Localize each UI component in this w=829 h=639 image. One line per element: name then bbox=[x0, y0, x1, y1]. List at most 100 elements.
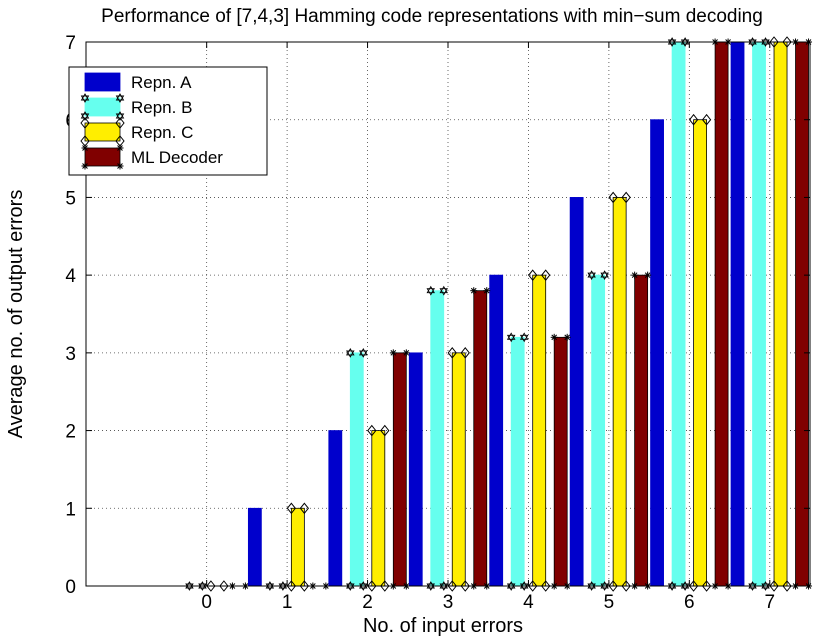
bar-marker-3-5-top-0 bbox=[631, 271, 639, 279]
bar-marker-2-4-base-0 bbox=[528, 580, 538, 592]
bar-marker-2-4-base-1 bbox=[541, 580, 551, 592]
bar-marker-2-5-top-0 bbox=[608, 191, 618, 204]
bar-marker-2-2-top-0 bbox=[367, 424, 377, 437]
bar-marker-2-7-top-0 bbox=[769, 36, 779, 48]
bar-marker-2-3-top-1 bbox=[460, 347, 470, 359]
axis-ticks: 0123456701234567 bbox=[65, 33, 810, 613]
bar-2-3 bbox=[451, 352, 466, 587]
bar-marker-2-2-base-1 bbox=[380, 580, 390, 592]
legend-swatch-0 bbox=[84, 72, 121, 92]
y-tick-label: 2 bbox=[65, 422, 76, 443]
bar-1-2 bbox=[349, 352, 364, 587]
bar-marker-2-5-base-1 bbox=[621, 580, 631, 592]
bar-0-1 bbox=[247, 507, 262, 587]
bar-1-4 bbox=[510, 336, 525, 587]
y-tick-label: 4 bbox=[65, 266, 76, 287]
legend-marker-1-0 bbox=[80, 93, 90, 103]
bar-marker-2-4-top-1 bbox=[541, 269, 551, 281]
bar-marker-1-4-top-1 bbox=[519, 332, 529, 343]
y-tick-label: 1 bbox=[65, 499, 76, 520]
legend-swatch-3 bbox=[84, 147, 121, 167]
bar-3-3 bbox=[473, 290, 488, 587]
bar-2-5 bbox=[612, 197, 627, 587]
bar-marker-2-3-base-1 bbox=[460, 580, 470, 592]
y-tick-label: 0 bbox=[65, 577, 76, 598]
bar-2-7 bbox=[773, 41, 788, 587]
bar-marker-1-7-top-0 bbox=[748, 37, 757, 47]
bar-marker-2-1-top-0 bbox=[286, 502, 297, 515]
bar-marker-1-0-top-0 bbox=[185, 581, 194, 591]
bar-marker-1-7-base-0 bbox=[748, 581, 757, 591]
bar-marker-1-1-top-1 bbox=[278, 581, 288, 591]
bar-marker-2-4-top-0 bbox=[528, 269, 538, 281]
bar-marker-2-6-top-0 bbox=[688, 113, 699, 126]
bar-marker-2-3-top-0 bbox=[447, 347, 457, 359]
bar-marker-2-5-top-1 bbox=[621, 191, 631, 204]
bar-marker-3-2-top-0 bbox=[389, 349, 397, 357]
bar-marker-1-2-base-1 bbox=[359, 581, 368, 591]
bar-marker-2-0-top-0 bbox=[206, 580, 216, 592]
bar-marker-1-7-base-1 bbox=[761, 581, 770, 591]
bar-marker-1-6-top-0 bbox=[667, 37, 677, 47]
legend-label-3: ML Decoder bbox=[131, 148, 223, 167]
bar-marker-1-5-base-1 bbox=[600, 581, 609, 591]
legend: Repn. A Repn. B Repn. C ML Decoder bbox=[68, 66, 268, 176]
legend-marker-2-1 bbox=[115, 117, 125, 129]
x-tick-label: 3 bbox=[443, 592, 454, 613]
y-tick-label: 5 bbox=[65, 188, 76, 209]
bar-marker-2-1-base-1 bbox=[299, 580, 310, 592]
x-tick-label: 1 bbox=[282, 592, 293, 613]
y-tick-label: 7 bbox=[65, 33, 76, 54]
legend-marker-3-3 bbox=[116, 162, 124, 170]
bar-marker-2-6-base-1 bbox=[701, 580, 712, 592]
bar-1-3 bbox=[430, 290, 445, 587]
bar-marker-2-2-base-0 bbox=[367, 580, 377, 592]
legend-marker-3-2 bbox=[81, 162, 89, 170]
bar-3-2 bbox=[392, 352, 407, 587]
bar-2-2 bbox=[371, 430, 386, 587]
x-tick-label: 4 bbox=[523, 592, 534, 613]
bar-marker-2-1-base-0 bbox=[286, 580, 297, 592]
bar-marker-1-3-base-1 bbox=[439, 581, 448, 591]
bar-marks bbox=[185, 36, 813, 592]
legend-swatch-1 bbox=[84, 97, 121, 117]
bar-marker-3-2-top-1 bbox=[402, 349, 410, 357]
bar-1-6 bbox=[671, 41, 686, 587]
bar-marker-1-5-top-0 bbox=[587, 270, 596, 281]
bar-marker-1-3-top-1 bbox=[439, 285, 448, 296]
bar-marker-1-2-top-0 bbox=[346, 348, 355, 358]
bar-marker-1-5-base-0 bbox=[587, 581, 596, 591]
bar-marker-1-4-base-1 bbox=[519, 581, 529, 591]
bar-marker-1-4-top-0 bbox=[506, 332, 516, 343]
legend-label-2: Repn. C bbox=[131, 123, 193, 142]
bar-marker-1-6-base-0 bbox=[667, 581, 677, 591]
bar-marker-1-7-top-1 bbox=[761, 37, 770, 47]
bar-marker-3-5-top-1 bbox=[644, 271, 652, 279]
legend-marker-1-1 bbox=[115, 93, 125, 103]
x-tick-label: 2 bbox=[362, 592, 373, 613]
bar-marker-1-6-top-1 bbox=[680, 37, 690, 47]
bar-0-4 bbox=[489, 274, 504, 587]
bar-marker-2-6-top-1 bbox=[701, 113, 712, 126]
bar-marker-2-6-base-0 bbox=[688, 580, 699, 592]
bar-marker-1-2-top-1 bbox=[359, 348, 368, 358]
x-tick-label: 0 bbox=[201, 592, 212, 613]
y-axis-label: Average no. of output errors bbox=[5, 190, 27, 439]
bar-marker-3-3-top-0 bbox=[470, 287, 478, 295]
bar-marker-1-4-base-0 bbox=[506, 581, 516, 591]
bar-2-6 bbox=[693, 119, 707, 587]
bar-marker-3-3-top-1 bbox=[483, 287, 491, 295]
y-tick-label: 3 bbox=[65, 344, 76, 365]
bar-marker-2-7-base-0 bbox=[769, 580, 779, 592]
bar-marker-1-3-top-0 bbox=[426, 285, 435, 296]
legend-marker-3-0 bbox=[81, 144, 89, 152]
bar-marker-2-5-base-0 bbox=[608, 580, 618, 592]
x-tick-label: 7 bbox=[764, 592, 775, 613]
bar-0-3 bbox=[408, 352, 423, 587]
legend-marker-2-0 bbox=[80, 117, 90, 129]
bar-marker-1-0-top-1 bbox=[198, 581, 207, 591]
bar-marker-3-4-top-0 bbox=[550, 333, 558, 341]
bar-0-6 bbox=[650, 119, 664, 587]
bar-2-4 bbox=[532, 274, 547, 587]
